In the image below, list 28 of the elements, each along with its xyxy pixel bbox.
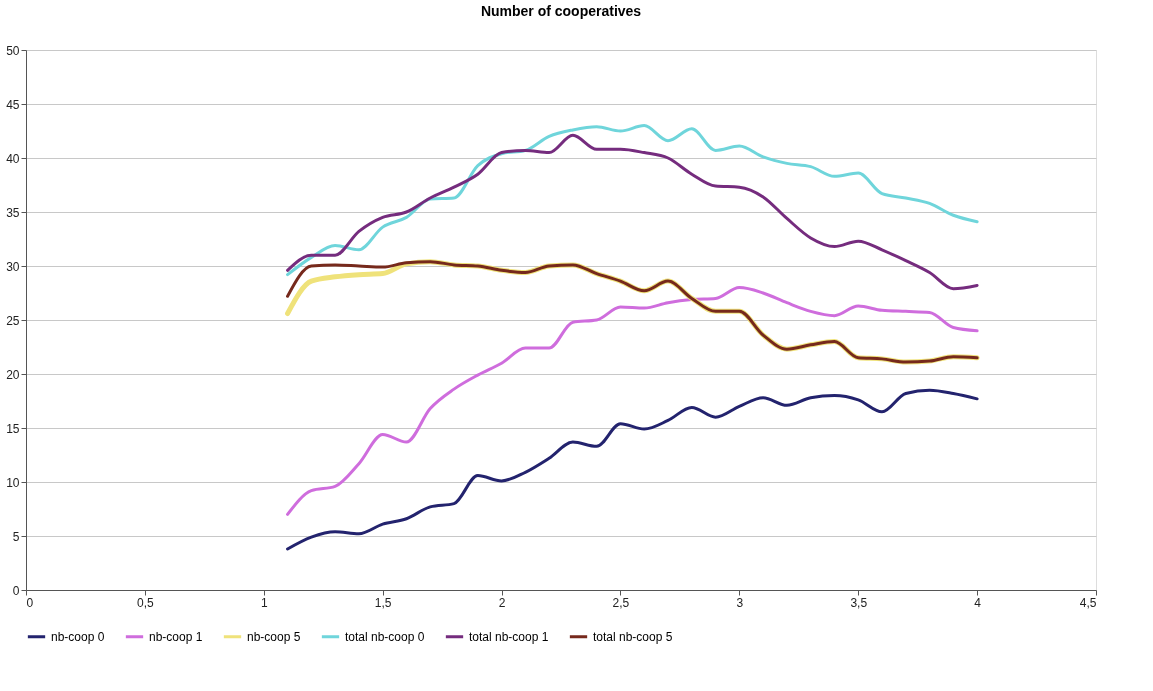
y-tick-label: 50	[6, 43, 20, 58]
legend-label: nb-coop 5	[247, 629, 301, 644]
y-tick-label: 25	[6, 313, 20, 328]
x-tick-label: 1	[260, 595, 268, 610]
y-tick-label: 45	[6, 97, 20, 112]
legend-label: total nb-coop 5	[593, 629, 673, 644]
x-tick-label: 0,5	[137, 595, 155, 610]
legend-label: total nb-coop 1	[469, 629, 549, 644]
x-tick-label: 3	[736, 595, 744, 610]
y-tick-label: 5	[12, 529, 20, 544]
y-tick-label: 0	[12, 583, 20, 598]
x-tick-label: 1,5	[374, 595, 392, 610]
x-tick-label: 0	[26, 595, 34, 610]
y-tick-label: 30	[6, 259, 20, 274]
y-tick-label: 15	[6, 421, 20, 436]
x-tick-label: 3,5	[850, 595, 868, 610]
y-tick-label: 10	[6, 475, 20, 490]
chart-title: Number of cooperatives	[480, 3, 642, 19]
legend-label: nb-coop 1	[149, 629, 203, 644]
x-tick-label: 4	[974, 595, 982, 610]
x-tick-label: 2	[498, 595, 506, 610]
y-tick-label: 35	[6, 205, 20, 220]
legend-label: total nb-coop 0	[345, 629, 425, 644]
x-tick-label: 4,5	[1079, 595, 1097, 610]
x-tick-label: 2,5	[612, 595, 630, 610]
legend-label: nb-coop 0	[51, 629, 105, 644]
y-tick-label: 20	[6, 367, 20, 382]
y-tick-label: 40	[6, 151, 20, 166]
